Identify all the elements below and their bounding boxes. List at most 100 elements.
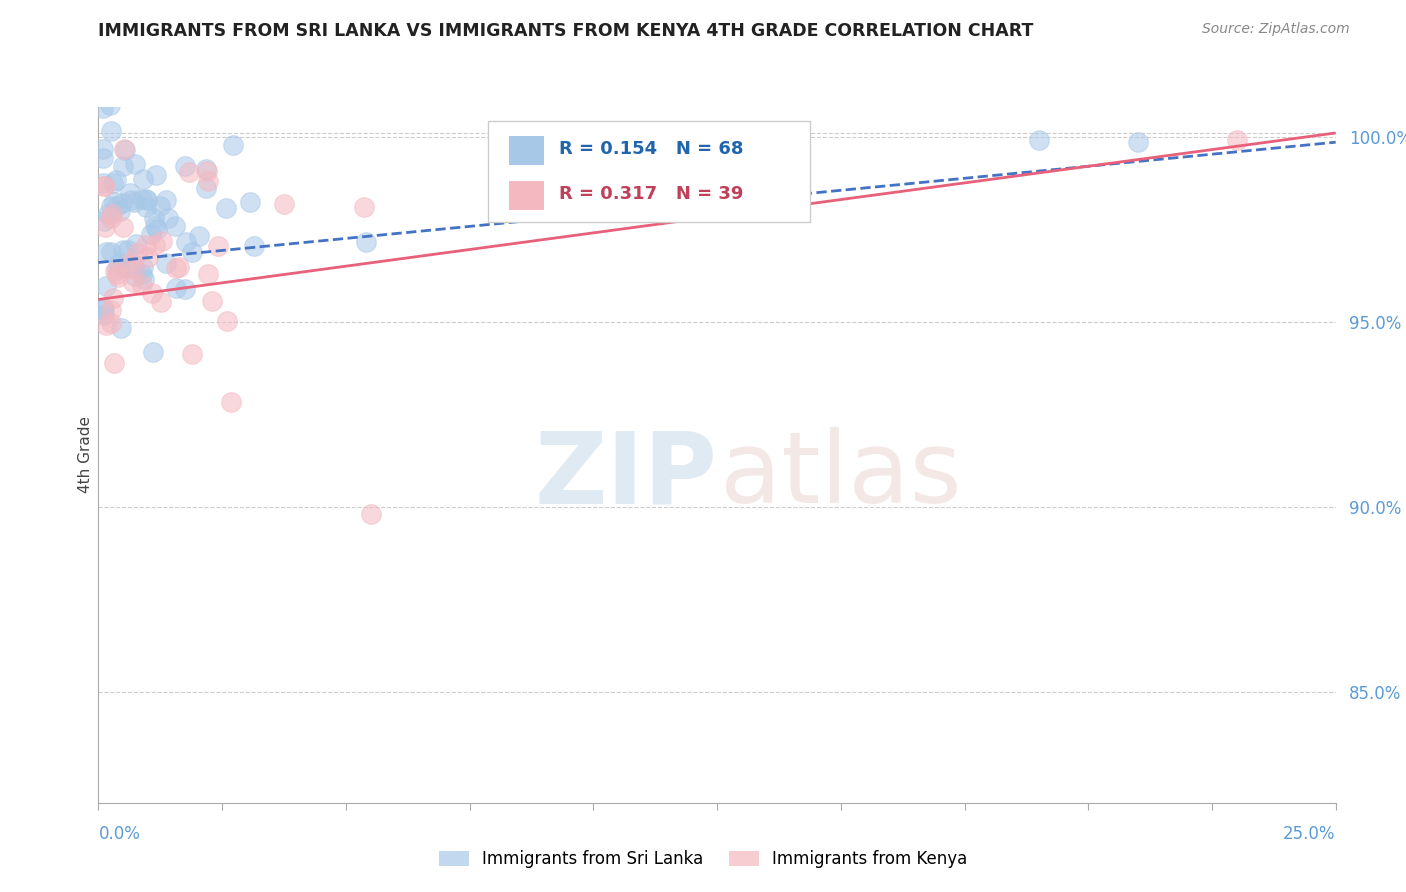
Point <box>135 200 157 214</box>
Y-axis label: 4th Grade: 4th Grade <box>77 417 93 493</box>
Point <box>174 282 197 296</box>
Point <box>239 194 262 209</box>
Point <box>93 151 115 165</box>
Point <box>105 268 128 282</box>
Point <box>219 395 242 409</box>
FancyBboxPatch shape <box>509 181 544 210</box>
Point <box>197 267 219 281</box>
Point <box>105 262 128 277</box>
Point <box>165 219 187 233</box>
Point <box>94 244 117 259</box>
Point <box>215 314 238 328</box>
Point <box>1226 133 1249 147</box>
Point <box>98 98 121 112</box>
Point <box>353 200 375 214</box>
Point <box>174 235 197 249</box>
Text: Source: ZipAtlas.com: Source: ZipAtlas.com <box>1202 22 1350 37</box>
Text: IMMIGRANTS FROM SRI LANKA VS IMMIGRANTS FROM KENYA 4TH GRADE CORRELATION CHART: IMMIGRANTS FROM SRI LANKA VS IMMIGRANTS … <box>98 22 1033 40</box>
Point <box>143 219 166 234</box>
Point <box>97 206 120 220</box>
Point <box>1028 133 1050 147</box>
Point <box>100 303 122 318</box>
Text: 0.0%: 0.0% <box>98 825 141 843</box>
Point <box>100 207 122 221</box>
Point <box>94 318 117 332</box>
Point <box>150 234 173 248</box>
Point <box>243 239 266 253</box>
Point <box>93 176 115 190</box>
Text: atlas: atlas <box>720 427 962 524</box>
Text: R = 0.154   N = 68: R = 0.154 N = 68 <box>558 140 744 159</box>
Point <box>215 202 238 216</box>
Point <box>180 244 202 259</box>
FancyBboxPatch shape <box>488 121 810 222</box>
Point <box>93 142 115 156</box>
Point <box>167 260 190 274</box>
Point <box>120 186 142 201</box>
Point <box>165 280 187 294</box>
Point <box>96 279 118 293</box>
Point <box>100 198 122 212</box>
Point <box>104 264 127 278</box>
Point <box>194 161 217 176</box>
Point <box>131 268 153 282</box>
Point <box>115 260 138 275</box>
Point <box>112 244 135 258</box>
Point <box>136 250 159 264</box>
Point <box>124 157 146 171</box>
Point <box>142 345 165 359</box>
Point <box>93 178 115 193</box>
Point <box>132 171 155 186</box>
Point <box>122 259 145 273</box>
Point <box>120 193 142 207</box>
Point <box>93 308 115 322</box>
Point <box>111 196 134 211</box>
Point <box>93 214 115 228</box>
Point <box>111 220 134 235</box>
Point <box>108 256 131 270</box>
Point <box>273 196 295 211</box>
FancyBboxPatch shape <box>509 136 544 165</box>
Text: ZIP: ZIP <box>534 427 717 524</box>
Point <box>105 199 128 213</box>
Point <box>104 173 127 187</box>
Point <box>131 260 153 274</box>
Point <box>112 159 135 173</box>
Point <box>145 168 167 182</box>
Point <box>100 123 122 137</box>
Point <box>107 269 129 284</box>
Point <box>222 137 245 152</box>
Point <box>149 294 172 309</box>
Point <box>100 211 122 225</box>
Point <box>120 254 142 268</box>
Text: 25.0%: 25.0% <box>1284 825 1336 843</box>
Point <box>354 235 377 250</box>
Point <box>135 192 157 206</box>
Point <box>101 291 124 305</box>
Point <box>114 143 136 157</box>
Point <box>103 194 125 209</box>
Point <box>155 256 177 270</box>
Point <box>197 174 219 188</box>
Point <box>110 320 132 334</box>
Point <box>103 356 125 370</box>
Point <box>93 101 115 115</box>
Point <box>149 199 172 213</box>
Point <box>117 244 139 258</box>
Point <box>108 204 131 219</box>
Point <box>360 507 382 521</box>
Point <box>93 178 115 193</box>
Point <box>146 221 169 235</box>
Point <box>122 276 145 290</box>
Point <box>131 192 153 206</box>
Point <box>122 194 145 209</box>
Point <box>157 211 180 226</box>
Point <box>194 181 217 195</box>
Point <box>155 194 177 208</box>
Point <box>122 262 145 277</box>
Point <box>112 142 135 156</box>
Point <box>135 237 157 252</box>
Point <box>181 347 204 361</box>
Point <box>165 260 187 275</box>
Text: R = 0.317   N = 39: R = 0.317 N = 39 <box>558 185 742 203</box>
